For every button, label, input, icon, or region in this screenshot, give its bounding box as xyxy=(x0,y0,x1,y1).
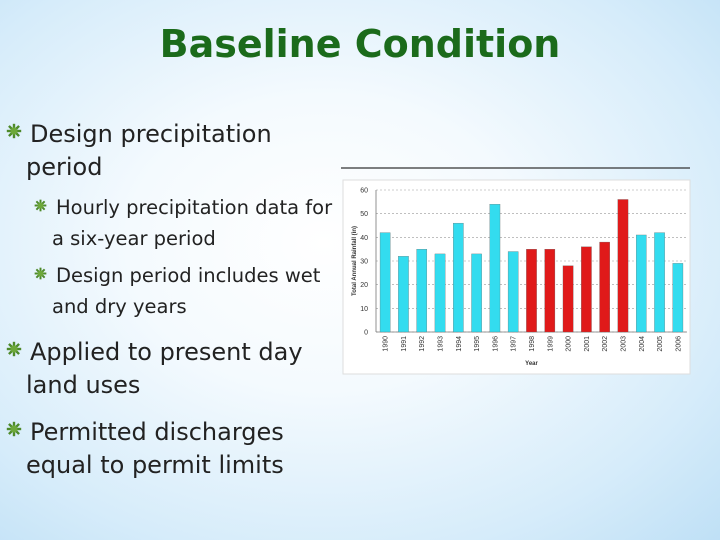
bar xyxy=(379,232,391,333)
y-axis-title: Total Annual Rainfall (in) xyxy=(352,226,358,296)
x-tick-label: 2004 xyxy=(639,336,646,352)
bullet-text: Hourly precipitation data for a six-year… xyxy=(52,196,333,250)
bar xyxy=(507,251,519,333)
bar xyxy=(398,256,409,333)
bullet-icon xyxy=(6,341,22,357)
y-tick-label: 0 xyxy=(364,330,368,337)
x-tick-label: 2003 xyxy=(620,336,627,352)
bar xyxy=(453,222,464,333)
bar xyxy=(471,253,482,333)
x-axis-title: Year xyxy=(525,361,538,367)
bar xyxy=(599,241,610,333)
bar xyxy=(526,249,537,333)
x-tick-label: 1998 xyxy=(529,336,536,352)
bar xyxy=(434,253,446,333)
x-tick-label: 1999 xyxy=(547,336,554,352)
bullet-text: Permitted discharges equal to permit lim… xyxy=(26,418,284,479)
bar xyxy=(416,249,428,333)
x-tick-label: 1995 xyxy=(474,336,481,352)
slide-title: Baseline Condition xyxy=(159,22,561,66)
bullet: Hourly precipitation data for a six-year… xyxy=(34,192,342,254)
bullet-icon xyxy=(34,267,47,280)
y-tick-label: 60 xyxy=(360,188,368,195)
x-tick-label: 1997 xyxy=(511,336,518,352)
bullet-text: Design period includes wet and dry years xyxy=(52,264,321,318)
sub-list: Hourly precipitation data for a six-year… xyxy=(2,192,332,322)
bullet: Design period includes wet and dry years xyxy=(34,260,342,322)
x-tick-label: 1992 xyxy=(419,336,426,352)
x-tick-label: 1993 xyxy=(438,336,445,352)
bullet-text: Design precipitation period xyxy=(26,120,272,181)
bar xyxy=(544,249,556,333)
y-tick-label: 20 xyxy=(360,282,368,289)
y-tick-label: 40 xyxy=(360,235,368,242)
x-tick-label: 2002 xyxy=(602,336,609,352)
bullet: Permitted discharges equal to permit lim… xyxy=(6,416,326,482)
bar xyxy=(672,263,684,333)
x-tick-label: 2000 xyxy=(566,336,573,352)
bar xyxy=(617,199,629,333)
bar xyxy=(562,265,574,333)
x-tick-label: 2001 xyxy=(584,336,591,352)
x-tick-label: 1990 xyxy=(383,336,390,352)
bullet-icon xyxy=(6,123,22,139)
bullet: Applied to present day land uses xyxy=(6,336,326,402)
bullet-list: Design precipitation period Hourly precip… xyxy=(0,118,340,496)
chart: 0 10 20 30 40 50 60 1990 1991 1992 1993 1994 1995 199… xyxy=(341,167,691,375)
bullet-icon xyxy=(34,199,47,212)
x-tick-label: 1991 xyxy=(401,336,408,352)
bar xyxy=(581,246,592,333)
x-tick-label: 2006 xyxy=(675,336,682,352)
y-tick-label: 10 xyxy=(360,306,368,313)
bar xyxy=(635,234,647,333)
bullet-icon xyxy=(6,421,22,437)
x-tick-label: 1994 xyxy=(456,336,463,352)
bullet: Design precipitation period Hourly precip… xyxy=(6,118,332,322)
bar xyxy=(654,232,665,333)
bar xyxy=(489,204,501,333)
bullet-text: Applied to present day land uses xyxy=(26,338,303,399)
x-tick-label: 1996 xyxy=(492,336,499,352)
y-tick-label: 50 xyxy=(360,211,368,218)
x-tick-label: 2005 xyxy=(657,336,664,352)
y-tick-label: 30 xyxy=(360,259,368,266)
